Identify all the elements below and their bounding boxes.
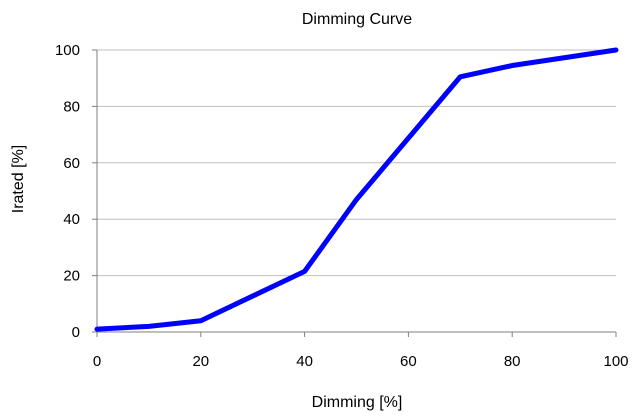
y-tick-labels: 0 20 40 60 80 100	[55, 42, 80, 341]
x-tick-label-100: 100	[603, 353, 628, 370]
y-tick-label-80: 80	[63, 98, 80, 115]
axes	[92, 49, 617, 337]
y-tick-label-60: 60	[63, 155, 80, 172]
y-tick-label-0: 0	[72, 324, 80, 341]
x-axis-label: Dimming [%]	[312, 394, 403, 411]
y-tick-label-20: 20	[63, 268, 80, 285]
x-tick-label-60: 60	[400, 353, 417, 370]
series-line-0	[94, 47, 619, 332]
x-tick-label-20: 20	[192, 353, 209, 370]
chart-title: Dimming Curve	[302, 11, 412, 28]
series-group	[94, 47, 619, 332]
y-axis-label: Irated [%]	[10, 145, 27, 213]
x-tick-label-40: 40	[296, 353, 313, 370]
y-tick-label-100: 100	[55, 42, 80, 59]
x-tick-label-0: 0	[93, 353, 101, 370]
y-tick-label-40: 40	[63, 211, 80, 228]
gridlines	[97, 49, 616, 277]
x-tick-labels: 0 20 40 60 80 100	[93, 353, 629, 370]
x-tick-label-80: 80	[504, 353, 521, 370]
